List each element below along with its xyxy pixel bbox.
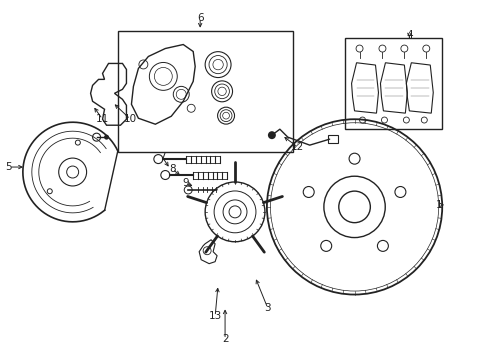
Text: 11: 11: [96, 114, 109, 124]
Text: 12: 12: [290, 142, 304, 152]
Text: 9: 9: [182, 178, 188, 188]
Text: 10: 10: [123, 114, 136, 124]
Text: 1: 1: [435, 200, 441, 210]
Text: 4: 4: [405, 30, 412, 40]
Text: 13: 13: [208, 311, 221, 321]
Circle shape: [302, 186, 314, 197]
Text: 2: 2: [221, 335, 228, 345]
Bar: [327, 135, 337, 143]
Circle shape: [267, 131, 275, 139]
Circle shape: [75, 140, 80, 145]
Circle shape: [320, 240, 331, 251]
Text: 8: 8: [168, 164, 175, 174]
Text: 7: 7: [159, 152, 165, 162]
Text: 5: 5: [6, 162, 12, 172]
Text: 3: 3: [264, 303, 271, 313]
Circle shape: [104, 135, 109, 140]
Circle shape: [377, 240, 388, 251]
Circle shape: [338, 191, 370, 223]
Circle shape: [47, 189, 52, 194]
Circle shape: [348, 153, 359, 164]
Circle shape: [228, 206, 241, 218]
Circle shape: [394, 186, 405, 197]
Text: 6: 6: [197, 12, 203, 22]
